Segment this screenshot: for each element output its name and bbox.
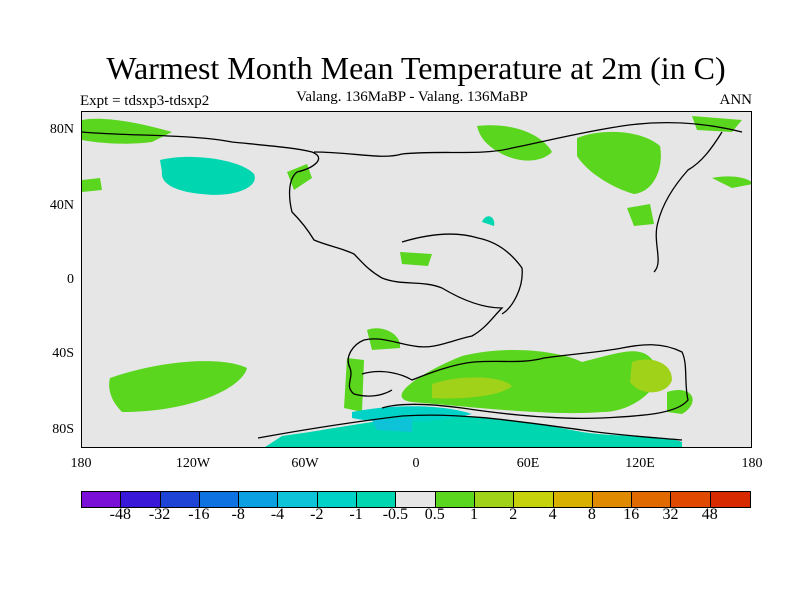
colorbar-swatch (474, 492, 515, 507)
anomaly-patch (82, 118, 172, 144)
colorbar-swatch (82, 492, 122, 507)
colorbar-label: 48 (701, 506, 718, 523)
colorbar-label: 1 (470, 506, 478, 523)
anomaly-patch (287, 164, 312, 190)
colorbar-swatch (357, 492, 397, 507)
continent-outline (313, 122, 743, 157)
lon-tick-label: 60E (516, 456, 540, 471)
colorbar-label: 8 (587, 506, 596, 523)
colorbar-label: 32 (662, 506, 679, 523)
colorbar-swatch (435, 492, 475, 507)
colorbar-swatch (710, 492, 751, 507)
colorbar-swatch (121, 492, 161, 507)
colorbar (81, 491, 752, 508)
season-label: ANN (719, 92, 753, 108)
anomaly-patch (372, 418, 412, 432)
anomaly-shading (82, 116, 751, 447)
map-subtitle: Valang. 136MaBP - Valang. 136MaBP (296, 89, 528, 105)
colorbar-swatch (514, 492, 554, 507)
lon-tick-label: 0 (412, 456, 420, 471)
lon-tick-label: 180 (70, 456, 92, 471)
colorbar-swatch (396, 492, 436, 507)
anomaly-patch (432, 377, 512, 399)
anomaly-patch (82, 178, 102, 192)
colorbar-swatch (671, 492, 711, 507)
anomaly-patch (109, 361, 248, 412)
colorbar-label: -0.5 (382, 506, 409, 523)
anomaly-patch (482, 216, 495, 226)
anomaly-patch (344, 358, 364, 412)
colorbar-swatch (632, 492, 672, 507)
anomaly-patch (667, 390, 693, 414)
continent-outline (361, 344, 689, 420)
colorbar-label: -32 (148, 506, 171, 523)
map-title: Warmest Month Mean Temperature at 2m (in… (106, 50, 726, 86)
continent-outline (653, 131, 723, 273)
colorbar-label: -16 (188, 506, 210, 523)
continent-outline (82, 131, 504, 397)
colorbar-label: 2 (509, 506, 518, 523)
anomaly-patch (627, 204, 654, 226)
colorbar-label: 16 (623, 506, 640, 523)
experiment-label: Expt = tdsxp3-tdsxp2 (80, 93, 210, 109)
colorbar-swatch (199, 492, 240, 507)
anomaly-patch (160, 156, 255, 195)
lon-tick-label: 120E (625, 456, 655, 471)
lat-tick-label: 0 (67, 272, 74, 287)
continent-outline (257, 414, 683, 441)
anomaly-patch (630, 359, 672, 393)
lat-tick-label: 80N (49, 122, 74, 137)
colorbar-label: 0.5 (424, 506, 445, 523)
anomaly-patch (400, 252, 432, 266)
colorbar-swatch (278, 492, 318, 507)
colorbar-label: -2 (310, 506, 324, 523)
continent-outline (401, 233, 523, 315)
lat-tick-label: 80S (52, 422, 74, 437)
lon-tick-label: 60W (291, 456, 319, 471)
map-canvas (82, 116, 751, 447)
colorbar-swatch (160, 492, 200, 507)
colorbar-swatch (317, 492, 358, 507)
colorbar-swatch (553, 492, 593, 507)
anomaly-patch (401, 349, 660, 414)
colorbar-label: -8 (231, 506, 245, 523)
colorbar-label: -1 (349, 506, 363, 523)
colorbar-swatch (239, 492, 279, 507)
map-panel (81, 111, 752, 448)
continent-outlines (82, 122, 743, 441)
colorbar-label: -4 (270, 506, 285, 523)
anomaly-patch (577, 131, 661, 194)
lon-tick-label: 120W (175, 456, 211, 471)
colorbar-swatch (592, 492, 633, 507)
anomaly-patch (477, 125, 552, 161)
lon-tick-label: 180 (741, 456, 763, 471)
anomaly-patch (265, 415, 682, 447)
colorbar-label: -48 (109, 506, 131, 523)
colorbar-label: 4 (548, 506, 557, 523)
lat-tick-label: 40N (49, 198, 74, 213)
lat-tick-label: 40S (52, 346, 74, 361)
anomaly-patch (692, 116, 742, 132)
anomaly-patch (712, 176, 751, 188)
